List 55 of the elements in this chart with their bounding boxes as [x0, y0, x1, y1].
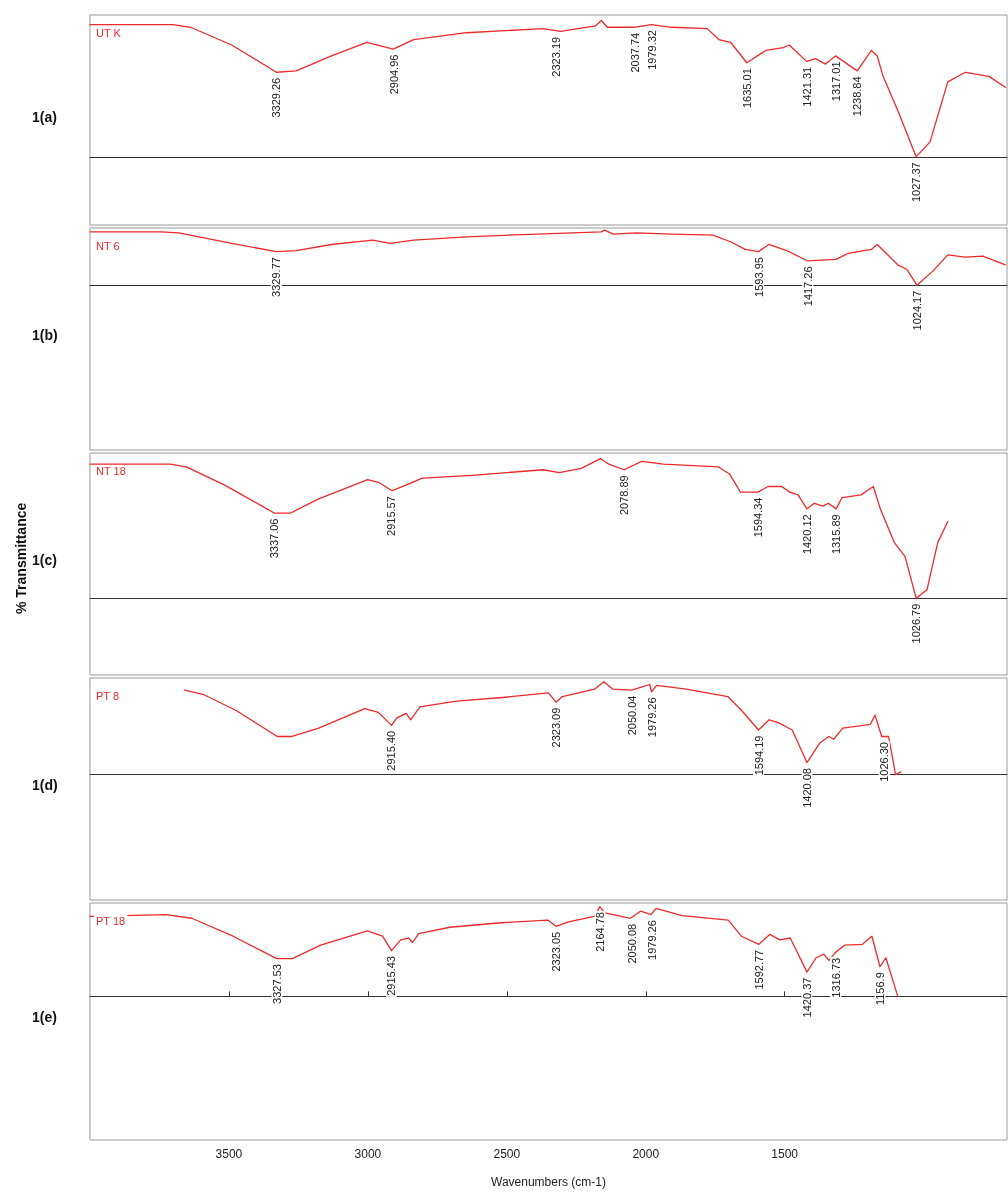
annotation: 1420.37: [800, 977, 813, 1018]
x-tick-label: 1500: [771, 1147, 799, 1161]
annotation: 1420.08: [800, 768, 813, 808]
annotation: 2323.09: [549, 707, 562, 748]
annotation: 1156.9: [874, 972, 887, 1006]
annotation: 1027.37: [910, 162, 923, 203]
annotation: 1979.32: [645, 30, 658, 70]
annotation: 2904.96: [388, 54, 401, 95]
annotation: 1979.26: [645, 920, 658, 960]
x-axis-title: Wavenumbers (cm-1): [491, 1175, 606, 1189]
y-axis-title: 1(b): [32, 326, 58, 343]
annotation: 3329.26: [270, 77, 283, 118]
annotation: 1420.12: [800, 514, 813, 555]
annotation: 3327.53: [270, 964, 283, 1004]
annotation: 1593.95: [752, 257, 765, 297]
y-axis-title: 1(c): [32, 551, 57, 568]
annotation: 1979.26: [645, 697, 658, 738]
annotation: 1316.73: [829, 957, 842, 998]
annotation: 2915.40: [385, 730, 398, 771]
annotation: 2037.74: [629, 32, 642, 73]
annotation: 1315.89: [829, 514, 842, 555]
annotation: 1026.30: [878, 742, 891, 782]
annotation: 2915.57: [385, 496, 398, 536]
series-label: UT K: [96, 26, 122, 39]
annotation: 2078.89: [617, 475, 630, 516]
annotation: 1024.17: [910, 290, 923, 331]
x-tick-label: 3500: [215, 1147, 243, 1161]
annotation: 1594.34: [752, 497, 765, 538]
annotation: 2323.05: [549, 931, 562, 972]
series-label: NT 18: [96, 464, 126, 477]
annotation: 1594.19: [752, 735, 765, 776]
x-tick-label: 3000: [354, 1147, 382, 1161]
y-axis-title: 1(d): [32, 776, 58, 793]
annotation: 1238.84: [851, 76, 864, 117]
series-label: NT 6: [96, 239, 120, 252]
annotation: 3329.77: [270, 257, 283, 297]
annotation: 2915.43: [385, 956, 398, 996]
annotation: 2164.78: [593, 912, 606, 952]
annotation: 1317.01: [829, 61, 842, 102]
x-tick-label: 2500: [493, 1147, 521, 1161]
annotation: 1026.79: [910, 603, 923, 644]
y-axis-title: 1(a): [32, 108, 57, 125]
text: % Transmittance: [13, 502, 29, 614]
annotation: 3337.06: [268, 518, 281, 559]
annotation: 1592.77: [752, 949, 765, 990]
y-axis-title: 1(e): [32, 1008, 57, 1025]
series-label: PT 18: [96, 914, 126, 927]
annotation: 1635.01: [741, 68, 754, 108]
text: PT 8: [96, 689, 120, 702]
annotation: 1421.31: [800, 66, 813, 107]
x-tick-label: 2000: [632, 1147, 660, 1161]
annotation: 2323.19: [549, 36, 562, 77]
annotation: 2050.08: [625, 923, 638, 964]
annotation: 2050.04: [625, 695, 638, 736]
annotation: 1417.26: [801, 266, 814, 307]
